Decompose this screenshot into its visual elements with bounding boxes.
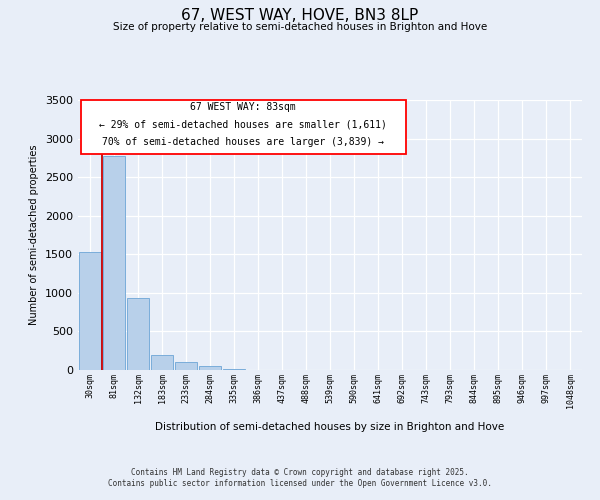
Bar — [79, 252, 101, 370]
Text: 67, WEST WAY, HOVE, BN3 8LP: 67, WEST WAY, HOVE, BN3 8LP — [181, 8, 419, 22]
Bar — [103, 156, 125, 370]
Bar — [199, 366, 221, 370]
Y-axis label: Number of semi-detached properties: Number of semi-detached properties — [29, 145, 40, 325]
Text: 70% of semi-detached houses are larger (3,839) →: 70% of semi-detached houses are larger (… — [102, 138, 384, 147]
Text: 67 WEST WAY: 83sqm: 67 WEST WAY: 83sqm — [190, 102, 296, 112]
Bar — [127, 298, 149, 370]
Bar — [151, 354, 173, 370]
Text: Contains HM Land Registry data © Crown copyright and database right 2025.
Contai: Contains HM Land Registry data © Crown c… — [108, 468, 492, 487]
Text: ← 29% of semi-detached houses are smaller (1,611): ← 29% of semi-detached houses are smalle… — [99, 120, 387, 130]
Text: Size of property relative to semi-detached houses in Brighton and Hove: Size of property relative to semi-detach… — [113, 22, 487, 32]
Bar — [175, 362, 197, 370]
Text: Distribution of semi-detached houses by size in Brighton and Hove: Distribution of semi-detached houses by … — [155, 422, 505, 432]
